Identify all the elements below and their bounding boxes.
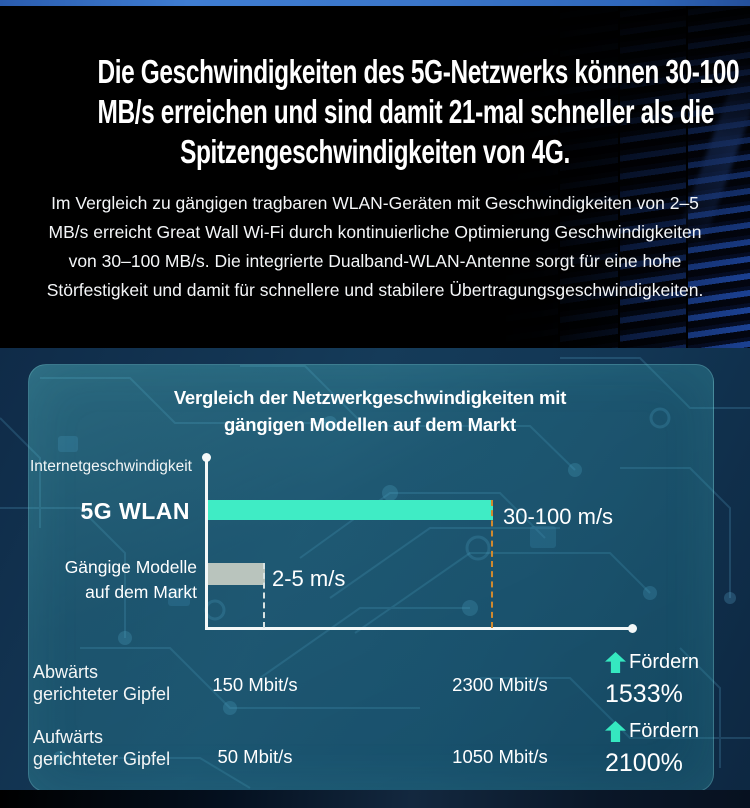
hero-section: Die Geschwindigkeiten des 5G-Netzwerks k…	[0, 6, 750, 348]
hero-paragraph: Im Vergleich zu gängigen tragbaren WLAN-…	[0, 189, 750, 305]
up-arrow-icon	[605, 652, 626, 673]
stat-speed-before: 150 Mbit/s	[212, 674, 298, 695]
stat-label-line-2: gerichteter Gipfel	[33, 684, 171, 704]
circuit-pattern-decoration	[0, 357, 750, 789]
stat-speed-after: 2300 Mbit/s	[452, 674, 548, 695]
bar-common-models	[208, 563, 265, 585]
chart-title: Vergleich der Netzwerkgeschwindigkeiten …	[28, 384, 712, 438]
x-axis	[205, 624, 637, 633]
chart-title-line-1: Vergleich der Netzwerkgeschwindigkeiten …	[173, 387, 567, 408]
guide-line-5g	[491, 500, 493, 628]
y-axis-label: Internetgeschwindigkeit	[30, 458, 192, 475]
bar-label-common-models: Gängige Modelle auf dem Markt	[40, 555, 197, 605]
boost-block: Fördern 2100%	[605, 720, 699, 778]
stat-label-line-1: Abwärts	[33, 662, 99, 682]
up-arrow-icon	[605, 721, 626, 742]
bar-value-common-models: 2-5 m/s	[272, 566, 346, 591]
paragraph-line-3: von 30–100 MB/s. Die integrierte Dualban…	[68, 251, 682, 271]
stat-row-uplink: Aufwärts gerichteter Gipfel 50 Mbit/s 10…	[0, 720, 750, 796]
chart-section: Vergleich der Netzwerkgeschwindigkeiten …	[0, 348, 750, 808]
bar-label-common-line-1: Gängige Modelle	[64, 557, 197, 577]
stat-label-line-2: gerichteter Gipfel	[33, 749, 171, 769]
stat-speed-after: 1050 Mbit/s	[452, 746, 548, 767]
headline-line-2: MB/s erreichen und sind damit 21-mal sch…	[97, 93, 715, 130]
stat-label-downlink: Abwärts gerichteter Gipfel	[33, 661, 170, 705]
bar-label-common-line-2: auf dem Markt	[85, 582, 197, 602]
paragraph-line-1: Im Vergleich zu gängigen tragbaren WLAN-…	[51, 193, 699, 213]
rack-fade-overlay	[480, 6, 750, 348]
boost-block: Fördern 1533%	[605, 651, 699, 709]
headline-line-1: Die Geschwindigkeiten des 5G-Netzwerks k…	[97, 53, 740, 90]
bottom-shade-decoration	[0, 790, 750, 808]
bar-value-5g-wlan: 30-100 m/s	[503, 504, 614, 529]
paragraph-line-4: Störfestigkeit und damit für schnellere …	[46, 280, 704, 300]
server-rack-decoration	[480, 6, 750, 348]
headline: Die Geschwindigkeiten des 5G-Netzwerks k…	[97, 52, 740, 172]
boost-value: 1533%	[605, 680, 683, 708]
stat-label-line-1: Aufwärts	[33, 727, 104, 747]
bar-label-5g-wlan: 5G WLAN	[80, 498, 190, 524]
stat-label-uplink: Aufwärts gerichteter Gipfel	[33, 726, 170, 770]
chart-title-line-2: gängigen Modellen auf dem Markt	[224, 414, 516, 435]
stat-row-downlink: Abwärts gerichteter Gipfel 150 Mbit/s 23…	[0, 651, 750, 731]
boost-label: Fördern	[629, 720, 700, 742]
boost-label: Fördern	[629, 651, 700, 673]
bar-5g-wlan	[208, 500, 493, 520]
top-accent-bar	[0, 0, 750, 6]
paragraph-line-2: MB/s erreicht Great Wall Wi-Fi durch kon…	[48, 222, 702, 242]
chart-panel	[28, 364, 714, 792]
guide-line-common	[263, 563, 265, 628]
stat-speed-before: 50 Mbit/s	[217, 746, 293, 767]
boost-value: 2100%	[605, 749, 683, 777]
y-axis	[202, 453, 211, 630]
headline-line-3: Spitzengeschwindigkeiten von 4G.	[180, 133, 570, 170]
